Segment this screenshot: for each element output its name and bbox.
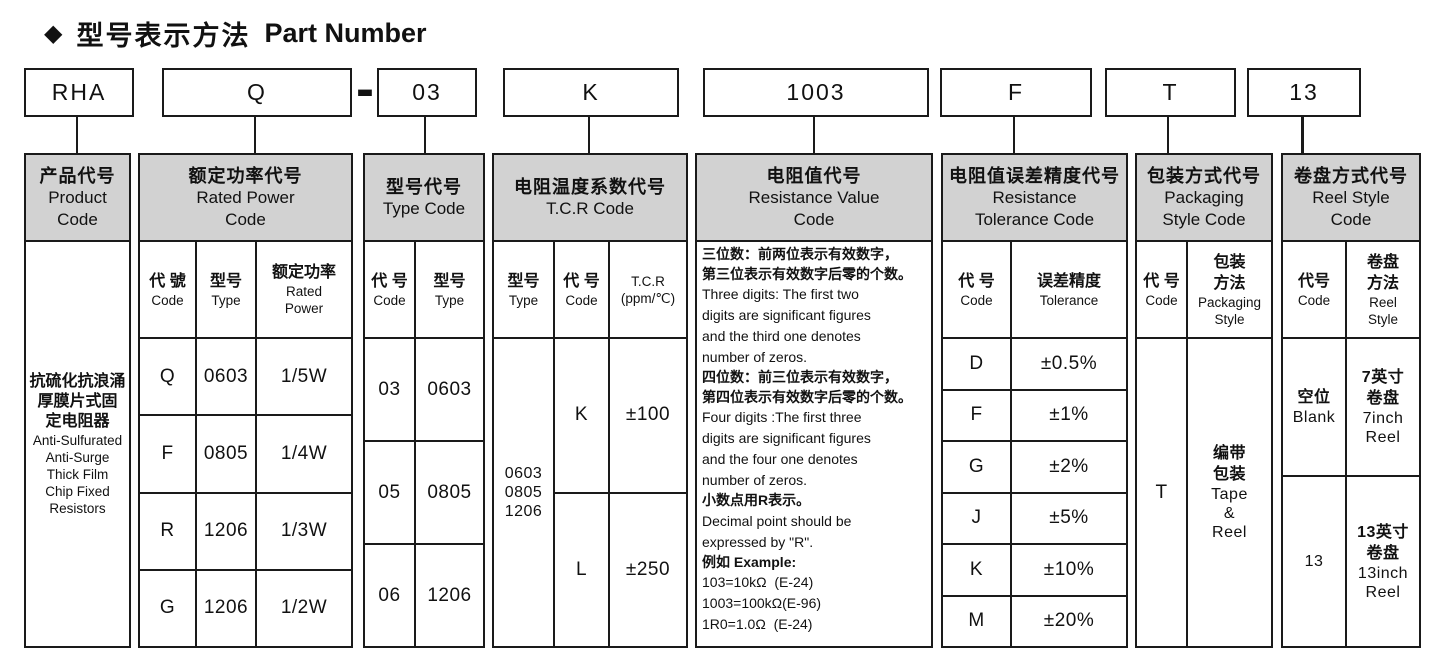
cell-tcr-value: ±100	[608, 337, 686, 492]
cell-power-code: F	[140, 414, 195, 491]
column-type-code: 型号代号 Type Code 代 号 Code 型号 Type 03 0603 05 …	[363, 153, 485, 648]
cell-tolerance-value: ±1%	[1010, 388, 1126, 440]
column-resistance-value: 电阻值代号 Resistance Value Code 三位数：前两位表示有效数字，…	[695, 153, 933, 648]
subheader-code: 代 號 Code	[149, 272, 186, 308]
cell-packaging-style: 编带 包装 Tape & Reel	[1186, 337, 1271, 646]
cell-reel-code: 空位 Blank	[1283, 337, 1345, 475]
cell-power-type: 0805	[195, 414, 255, 492]
subheader-code: 代 号 Code	[958, 272, 995, 308]
subheader-reel-style: 卷盘 方法 Reel Style	[1345, 242, 1419, 337]
cell-power-type: 1206	[195, 491, 255, 569]
dash-separator: -	[356, 68, 374, 110]
cell-reel-code: 13	[1283, 475, 1345, 646]
cell-type: 0805	[414, 440, 483, 543]
product-description: 抗硫化抗浪涌 厚膜片式固 定电阻器 Anti-Sulfurated Anti-Surge…	[29, 372, 126, 516]
cell-type-code: 03	[365, 337, 414, 440]
part-box-type: 03	[377, 68, 477, 117]
cell-type: 1206	[414, 543, 483, 646]
column-tcr-code: 电阻温度系数代号 T.C.R Code 型号 Type 代 号 Code T.C.R(…	[492, 153, 688, 648]
cell-tolerance-value: ±2%	[1010, 440, 1126, 492]
connector-line	[813, 117, 815, 154]
packaging-header: 包装方式代号 Packaging Style Code	[1137, 155, 1271, 242]
cell-tolerance-value: ±10%	[1010, 543, 1126, 595]
cell-power-code: R	[140, 491, 195, 569]
cell-type-code: 05	[365, 440, 414, 543]
cell-packaging-code: T	[1137, 337, 1186, 646]
connector-line	[254, 117, 256, 154]
column-packaging: 包装方式代号 Packaging Style Code 代 号 Code 包装 方法 Pa…	[1135, 153, 1273, 648]
cell-power-value: 1/2W	[255, 568, 351, 646]
resistance-value-description: 三位数：前两位表示有效数字， 第三位表示有效数字后零的个数。 Three digit…	[702, 246, 912, 632]
tcr-header: 电阻温度系数代号 T.C.R Code	[494, 155, 686, 242]
subheader-packaging-style: 包装 方法 Packaging Style	[1186, 242, 1271, 337]
cell-tolerance-code: J	[943, 491, 1010, 544]
cell-tolerance-code: K	[943, 543, 1010, 595]
subheader-type: 型号 Type	[414, 242, 483, 337]
diamond-icon: ◆	[44, 19, 63, 47]
part-box-packaging: T	[1105, 68, 1236, 117]
page-title: ◆ 型号表示方法 Part Number	[44, 14, 427, 53]
connector-line	[1013, 117, 1015, 154]
subheader-code: 代 号 Code	[371, 272, 408, 308]
connector-line	[76, 117, 78, 154]
connector-line	[1167, 117, 1169, 154]
tolerance-header: 电阻值误差精度代号 Resistance Tolerance Code	[943, 155, 1126, 242]
title-zh: 型号表示方法	[76, 21, 251, 51]
column-product-code: 产品代号 Product Code 抗硫化抗浪涌 厚膜片式固 定电阻器 Anti-Sulf…	[24, 153, 131, 648]
cell-power-value: 1/5W	[255, 337, 351, 415]
rated-power-header: 额定功率代号 Rated Power Code	[140, 155, 351, 242]
subheader-code: 代号 Code	[1297, 272, 1331, 308]
part-box-reel: 13	[1247, 68, 1361, 117]
part-box-tolerance: F	[940, 68, 1092, 117]
cell-tcr-code: L	[553, 491, 608, 646]
part-box-resistance-value: 1003	[703, 68, 929, 117]
subheader-rated-power: 额定功率 Rated Power	[255, 242, 351, 337]
subheader-code: 代 号 Code	[1143, 272, 1180, 308]
part-box-tcr: K	[503, 68, 679, 117]
cell-tolerance-code: F	[943, 388, 1010, 441]
cell-tolerance-value: ±5%	[1010, 491, 1126, 543]
resistance-value-header: 电阻值代号 Resistance Value Code	[697, 155, 931, 242]
cell-type: 0603	[414, 337, 483, 440]
cell-power-value: 1/3W	[255, 491, 351, 569]
subheader-tcr: T.C.R (ppm/℃)	[608, 242, 686, 337]
subheader-type: 型号 Type	[507, 272, 540, 308]
cell-power-type: 0603	[195, 337, 255, 415]
subheader-tolerance: 误差精度 Tolerance	[1010, 242, 1126, 337]
cell-tcr-types: 0603 0805 1206	[494, 337, 553, 646]
column-tolerance: 电阻值误差精度代号 Resistance Tolerance Code 代 号 Cod…	[941, 153, 1128, 648]
cell-reel-style: 13英寸 卷盘 13inch Reel	[1345, 475, 1419, 646]
cell-tolerance-value: ±20%	[1010, 594, 1126, 646]
part-box-rated-power: Q	[162, 68, 352, 117]
cell-power-code: Q	[140, 337, 195, 414]
cell-tolerance-code: G	[943, 440, 1010, 492]
subheader-type: 型号 Type	[195, 242, 255, 337]
column-reel-style: 卷盘方式代号 Reel Style Code 代号 Code 卷盘 方法 Reel Styl…	[1281, 153, 1421, 648]
connector-line	[588, 117, 590, 154]
cell-power-code: G	[140, 568, 195, 646]
part-box-product: RHA	[24, 68, 134, 117]
cell-tolerance-code: M	[943, 594, 1010, 647]
cell-tolerance-code: D	[943, 337, 1010, 389]
cell-reel-style: 7英寸 卷盘 7inch Reel	[1345, 337, 1419, 475]
product-code-header: 产品代号 Product Code	[26, 155, 129, 242]
connector-line	[424, 117, 426, 154]
title-en: Part Number	[264, 18, 427, 48]
cell-type-code: 06	[365, 543, 414, 646]
reel-style-header: 卷盘方式代号 Reel Style Code	[1283, 155, 1419, 242]
subheader-code: 代 号 Code	[553, 242, 608, 337]
cell-tcr-code: K	[553, 337, 608, 492]
connector-line	[1301, 117, 1304, 154]
column-rated-power: 额定功率代号 Rated Power Code 代 號 Code 型号 Type 额定功…	[138, 153, 353, 648]
cell-power-type: 1206	[195, 568, 255, 646]
cell-tcr-value: ±250	[608, 491, 686, 646]
cell-power-value: 1/4W	[255, 414, 351, 492]
cell-tolerance-value: ±0.5%	[1010, 337, 1126, 389]
type-code-header: 型号代号 Type Code	[365, 155, 483, 242]
